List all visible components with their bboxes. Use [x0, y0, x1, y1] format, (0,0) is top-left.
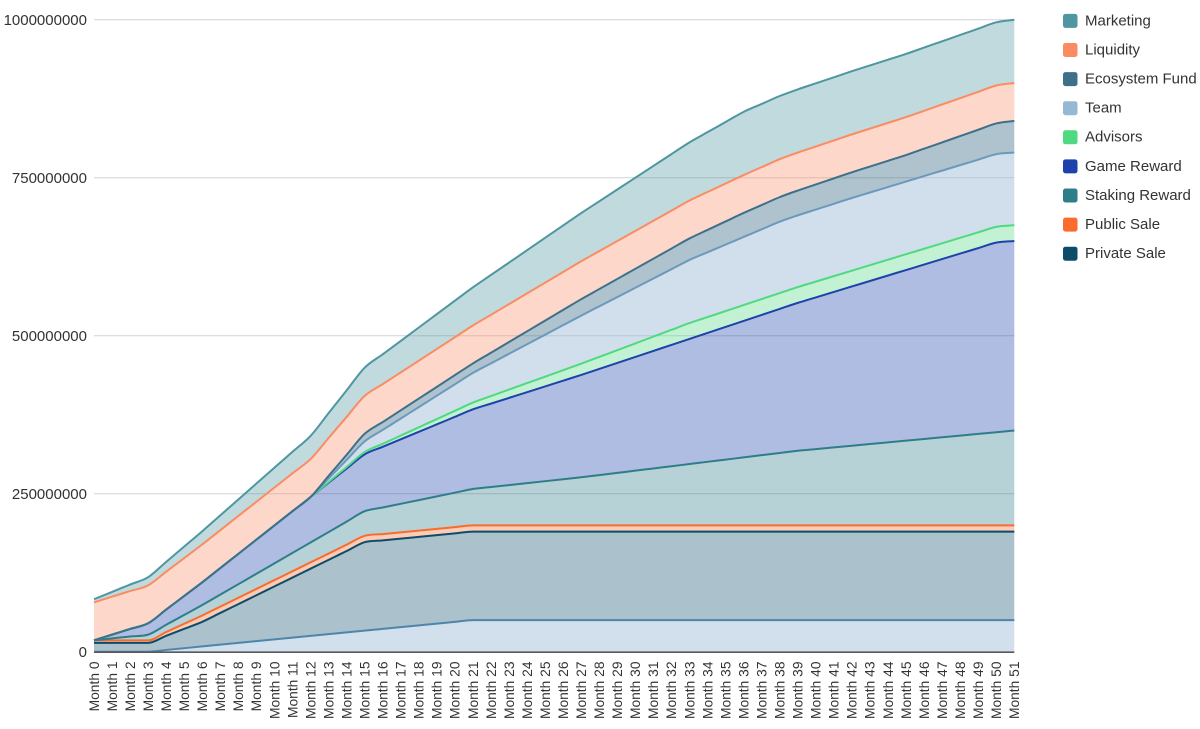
- svg-text:500000000: 500000000: [12, 328, 87, 345]
- svg-text:Month 16: Month 16: [376, 661, 391, 719]
- svg-text:Month 18: Month 18: [412, 661, 427, 719]
- svg-text:Month 23: Month 23: [502, 661, 517, 719]
- svg-text:Month 31: Month 31: [646, 662, 661, 720]
- svg-text:Month 7: Month 7: [213, 662, 228, 712]
- svg-text:Month 10: Month 10: [267, 661, 282, 719]
- svg-text:Month 32: Month 32: [664, 662, 679, 720]
- svg-text:Month 51: Month 51: [1007, 662, 1022, 720]
- svg-text:Month 25: Month 25: [538, 661, 553, 719]
- svg-text:Month 5: Month 5: [177, 661, 192, 711]
- svg-text:Month 8: Month 8: [231, 661, 246, 711]
- svg-text:Liquidity: Liquidity: [1085, 41, 1141, 58]
- svg-text:Month 37: Month 37: [754, 662, 769, 720]
- svg-text:Month 43: Month 43: [863, 661, 878, 719]
- svg-text:Private Sale: Private Sale: [1085, 245, 1166, 262]
- svg-text:Month 11: Month 11: [285, 662, 300, 719]
- svg-text:Month 12: Month 12: [303, 662, 318, 720]
- svg-text:Month 44: Month 44: [881, 661, 896, 719]
- svg-text:Month 42: Month 42: [845, 662, 860, 720]
- svg-text:Month 27: Month 27: [574, 662, 589, 720]
- svg-text:Month 6: Month 6: [195, 661, 210, 711]
- svg-text:Month 0: Month 0: [87, 661, 102, 711]
- svg-text:Month 14: Month 14: [339, 661, 354, 719]
- svg-text:Month 2: Month 2: [123, 662, 138, 712]
- svg-text:Month 9: Month 9: [249, 661, 264, 711]
- svg-text:Staking Reward: Staking Reward: [1085, 187, 1191, 204]
- svg-text:750000000: 750000000: [12, 170, 87, 187]
- svg-text:0: 0: [79, 644, 87, 661]
- svg-text:Advisors: Advisors: [1085, 129, 1143, 146]
- svg-text:Month 50: Month 50: [989, 661, 1004, 719]
- svg-text:Month 46: Month 46: [917, 661, 932, 719]
- svg-text:Month 17: Month 17: [394, 662, 409, 720]
- svg-text:Month 40: Month 40: [809, 661, 824, 719]
- svg-text:Month 4: Month 4: [159, 661, 174, 711]
- svg-text:Month 26: Month 26: [556, 661, 571, 719]
- svg-text:Month 19: Month 19: [430, 661, 445, 719]
- svg-text:Public Sale: Public Sale: [1085, 216, 1160, 233]
- svg-text:Ecosystem Fund: Ecosystem Fund: [1085, 71, 1197, 88]
- svg-text:1000000000: 1000000000: [4, 12, 87, 29]
- svg-text:Month 47: Month 47: [935, 662, 950, 720]
- svg-text:Game Reward: Game Reward: [1085, 158, 1182, 175]
- svg-text:Month 3: Month 3: [141, 661, 156, 711]
- svg-text:Month 35: Month 35: [718, 661, 733, 719]
- svg-text:Month 30: Month 30: [628, 661, 643, 719]
- svg-text:Month 24: Month 24: [520, 661, 535, 719]
- svg-text:Month 39: Month 39: [791, 661, 806, 719]
- svg-text:Month 13: Month 13: [321, 661, 336, 719]
- svg-text:Month 49: Month 49: [971, 661, 986, 719]
- svg-text:Marketing: Marketing: [1085, 12, 1151, 29]
- svg-text:Month 21: Month 21: [466, 662, 481, 720]
- svg-text:Month 38: Month 38: [773, 661, 788, 719]
- svg-text:Team: Team: [1085, 100, 1122, 117]
- svg-text:Month 22: Month 22: [484, 662, 499, 720]
- svg-text:Month 34: Month 34: [700, 661, 715, 719]
- svg-text:Month 45: Month 45: [899, 661, 914, 719]
- svg-text:Month 29: Month 29: [610, 661, 625, 719]
- svg-text:Month 1: Month 1: [105, 662, 120, 712]
- svg-text:Month 36: Month 36: [736, 661, 751, 719]
- svg-text:Month 33: Month 33: [682, 661, 697, 719]
- svg-text:Month 28: Month 28: [592, 661, 607, 719]
- svg-text:Month 41: Month 41: [827, 662, 842, 720]
- svg-text:Month 48: Month 48: [953, 661, 968, 719]
- svg-text:250000000: 250000000: [12, 486, 87, 503]
- svg-text:Month 15: Month 15: [357, 661, 372, 719]
- svg-text:Month 20: Month 20: [448, 661, 463, 719]
